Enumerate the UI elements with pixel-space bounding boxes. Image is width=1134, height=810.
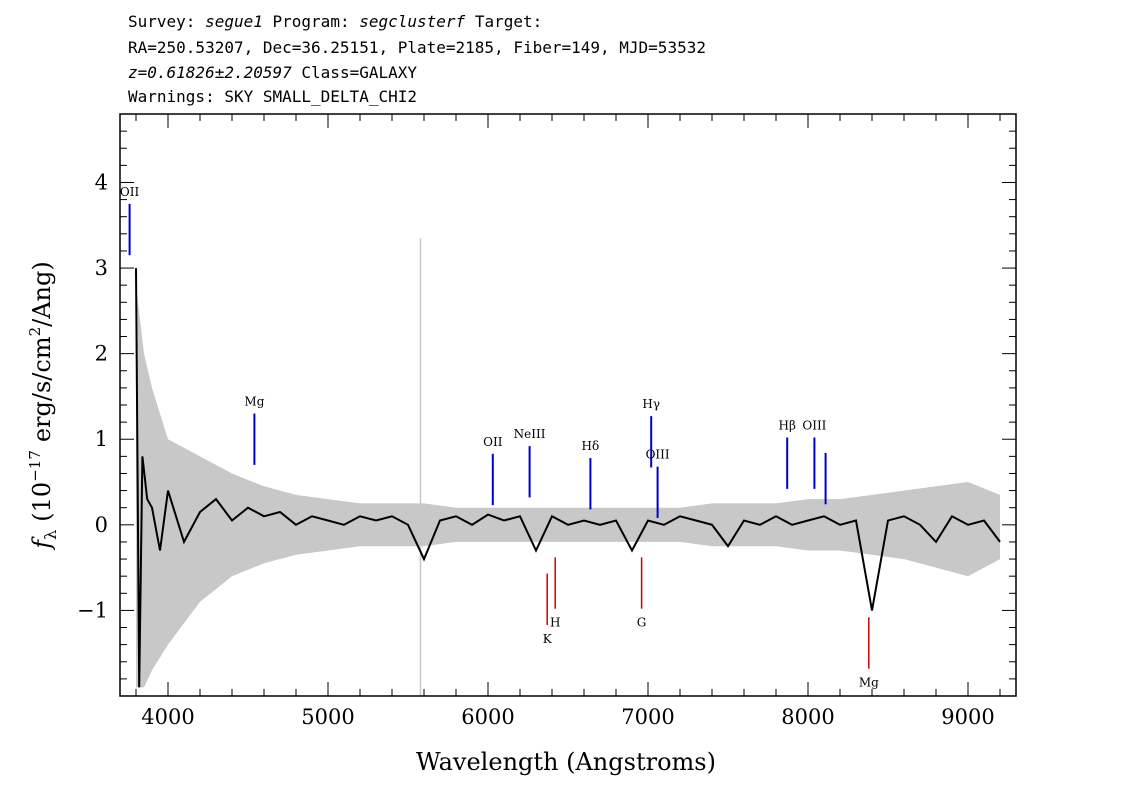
x-tick-label: 9000 bbox=[941, 705, 994, 729]
emission-line-label: Hγ bbox=[642, 397, 660, 411]
x-axis-title: Wavelength (Angstroms) bbox=[416, 748, 716, 776]
error-envelope bbox=[136, 285, 1000, 688]
emission-line-label: OIII bbox=[646, 448, 670, 462]
emission-line-label: OIII bbox=[802, 419, 826, 433]
y-tick-label: 3 bbox=[95, 256, 108, 280]
y-axis-subscript: λ bbox=[41, 530, 60, 540]
y-axis-middle: erg/s/cm bbox=[28, 336, 56, 442]
class-value: Class=GALAXY bbox=[301, 63, 417, 82]
absorption-line-label: H bbox=[550, 616, 560, 630]
line-labels-layer: OII Mg OII NeIII Hδ Hγ OIII Hβ OIII KH G Mg bbox=[120, 185, 879, 690]
y-tick-label: 4 bbox=[95, 170, 108, 194]
x-tick-label: 7000 bbox=[621, 705, 674, 729]
x-tick-label: 5000 bbox=[301, 705, 354, 729]
y-tick-label: 1 bbox=[95, 427, 108, 451]
program-value: segclusterf bbox=[359, 12, 465, 31]
program-label: Program: bbox=[273, 12, 350, 31]
y-axis-exponent: −17 bbox=[26, 450, 44, 482]
flux-series-line bbox=[135, 268, 1001, 688]
plot-area bbox=[128, 203, 1001, 696]
y-tick-label: 0 bbox=[95, 513, 108, 537]
tick-label-layer: 4000 5000 6000 7000 8000 9000 −1 0 1 2 3 4 bbox=[77, 170, 995, 729]
error-layer bbox=[136, 285, 1000, 688]
x-tick-label: 6000 bbox=[461, 705, 514, 729]
emission-line-label: Mg bbox=[244, 395, 264, 409]
survey-value: segue1 bbox=[205, 12, 263, 31]
y-axis-close: /Ang) bbox=[28, 261, 56, 327]
absorption-line-label: G bbox=[637, 616, 647, 630]
absorption-line-label: K bbox=[543, 632, 553, 646]
header-line-2: RA=250.53207, Dec=36.25151, Plate=2185, … bbox=[128, 38, 706, 57]
emission-line-label: OII bbox=[120, 185, 140, 199]
spectral-lines-layer bbox=[128, 203, 870, 669]
redshift-value: z=0.61826±2.20597 bbox=[128, 63, 292, 82]
target-label: Target: bbox=[475, 12, 542, 31]
header-line-3: z=0.61826±2.20597 Class=GALAXY bbox=[128, 63, 417, 82]
absorption-line-label: Mg bbox=[859, 676, 879, 690]
y-axis-title: fλ(10−17erg/s/cm2/Ang) bbox=[26, 261, 60, 550]
header-line-1: Survey: segue1 Program: segclusterf Targ… bbox=[128, 12, 542, 31]
emission-line-label: Hβ bbox=[778, 419, 795, 433]
y-axis-power: 2 bbox=[26, 327, 44, 337]
y-axis-open: (10 bbox=[28, 482, 56, 522]
flux-layer bbox=[135, 268, 1001, 688]
tick-layer bbox=[120, 114, 1016, 697]
emission-line-label: OII bbox=[483, 435, 503, 449]
header-line-4: Warnings: SKY SMALL_DELTA_CHI2 bbox=[128, 87, 417, 106]
x-tick-label: 4000 bbox=[141, 705, 194, 729]
header: Survey: segue1 Program: segclusterf Targ… bbox=[128, 12, 706, 106]
y-tick-label: 2 bbox=[95, 342, 108, 366]
x-tick-label: 8000 bbox=[781, 705, 834, 729]
survey-label: Survey: bbox=[128, 12, 195, 31]
emission-line-label: Hδ bbox=[582, 439, 600, 453]
y-tick-label: −1 bbox=[77, 598, 108, 622]
emission-line-label: NeIII bbox=[514, 427, 546, 441]
